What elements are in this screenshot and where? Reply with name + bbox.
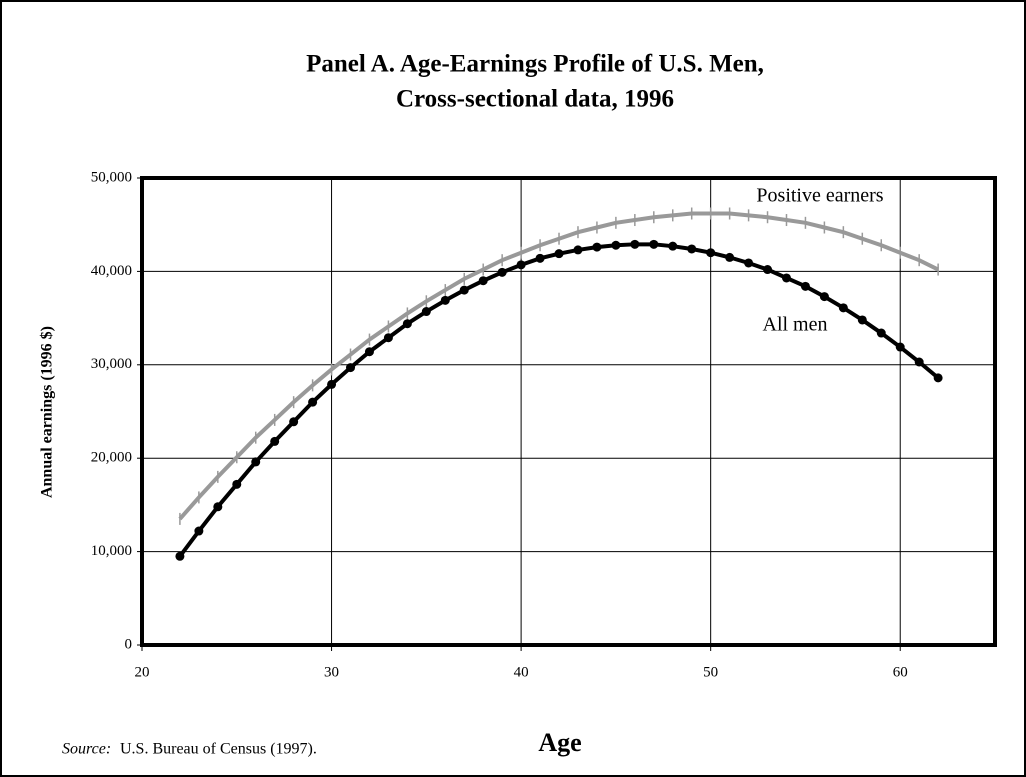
marker — [478, 276, 488, 286]
legend-label: Positive earners — [756, 185, 883, 207]
y-tick-label: 10,000 — [91, 543, 132, 559]
marker — [497, 267, 507, 277]
x-tick-label: 30 — [324, 664, 339, 680]
marker — [194, 526, 204, 536]
marker — [687, 244, 697, 254]
marker — [800, 281, 810, 291]
marker — [857, 315, 867, 325]
marker — [725, 252, 735, 262]
marker — [270, 436, 280, 446]
marker — [308, 397, 318, 407]
chart-subtitle: Cross-sectional data, 1996 — [396, 86, 674, 113]
y-tick-label: 40,000 — [91, 263, 132, 279]
marker — [364, 347, 374, 357]
marker — [763, 265, 773, 275]
x-tick-label: 40 — [514, 664, 529, 680]
marker — [744, 258, 754, 268]
y-tick-label: 50,000 — [91, 169, 132, 185]
marker — [630, 239, 640, 249]
marker — [175, 551, 185, 561]
marker — [516, 260, 526, 270]
x-tick-label: 50 — [703, 664, 718, 680]
marker — [459, 285, 469, 295]
marker — [554, 249, 564, 259]
marker — [838, 303, 848, 313]
marker — [876, 328, 886, 338]
marker — [251, 457, 261, 467]
x-tick-label: 60 — [893, 664, 908, 680]
marker — [327, 379, 337, 389]
y-tick-label: 20,000 — [91, 450, 132, 466]
marker — [402, 319, 412, 329]
x-axis-label: Age — [538, 728, 581, 757]
marker — [232, 479, 242, 489]
marker — [933, 373, 943, 383]
marker — [706, 248, 716, 258]
source-label: Source: — [62, 741, 111, 758]
marker — [213, 502, 223, 512]
marker — [383, 333, 393, 343]
chart-title: Panel A. Age-Earnings Profile of U.S. Me… — [306, 51, 764, 78]
marker — [668, 241, 678, 251]
marker — [440, 295, 450, 305]
marker — [819, 292, 829, 302]
marker — [895, 342, 905, 352]
y-tick-label: 0 — [125, 636, 133, 652]
marker — [289, 417, 299, 427]
x-tick-label: 20 — [135, 664, 150, 680]
marker — [781, 273, 791, 283]
source: U.S. Bureau of Census (1997). — [120, 741, 317, 758]
marker — [573, 245, 583, 255]
marker — [535, 253, 545, 263]
marker — [346, 363, 356, 373]
marker — [914, 357, 924, 367]
marker — [649, 239, 659, 249]
marker — [592, 242, 602, 252]
plot-border — [140, 176, 997, 647]
y-axis-label: Annual earnings (1996 $) — [39, 326, 56, 498]
y-tick-label: 30,000 — [91, 356, 132, 372]
marker — [421, 307, 431, 317]
legend-label: All men — [763, 314, 828, 336]
marker — [611, 240, 621, 250]
